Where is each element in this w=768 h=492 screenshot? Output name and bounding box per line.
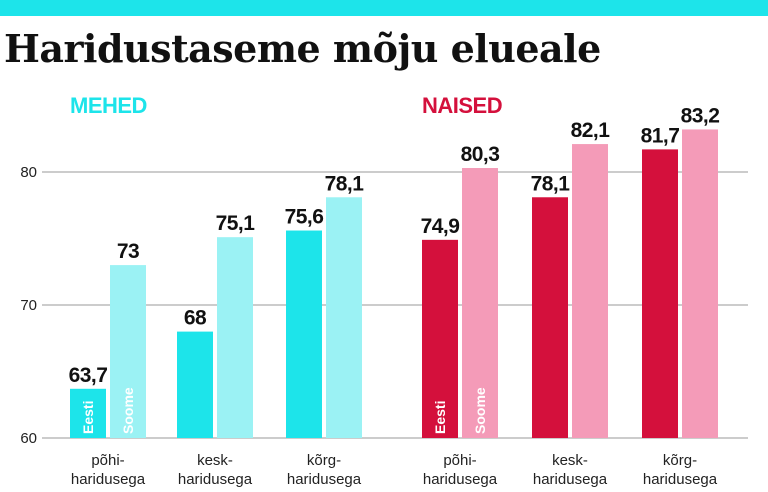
series-label-soome: Soome: [120, 387, 136, 434]
series-label-soome: Soome: [472, 387, 488, 434]
bar-naised-eesti-0: [422, 239, 458, 438]
x-category-label: haridusega: [643, 471, 718, 488]
bar-naised-soome-2: [682, 129, 718, 438]
data-label: 78,1: [325, 172, 365, 195]
bar-mehed-eesti-0: [70, 388, 106, 438]
x-category-label: kõrg-: [663, 452, 697, 469]
series-label-eesti: Eesti: [80, 401, 96, 434]
data-label: 83,2: [681, 104, 720, 127]
bar-naised-eesti-1: [532, 197, 568, 438]
bar-naised-soome-0: [462, 168, 498, 438]
data-label: 68: [184, 307, 207, 330]
data-label: 78,1: [531, 172, 571, 195]
data-label: 63,7: [69, 364, 108, 387]
data-label: 80,3: [461, 143, 500, 166]
bar-mehed-soome-0: [110, 265, 146, 438]
x-category-label: haridusega: [287, 471, 362, 488]
bar-naised-eesti-2: [642, 149, 678, 438]
data-label: 75,6: [285, 206, 324, 229]
x-category-label: põhi-: [91, 452, 124, 469]
x-category-label: haridusega: [533, 471, 608, 488]
x-category-label: kõrg-: [307, 452, 341, 469]
x-category-label: kesk-: [197, 452, 233, 469]
bar-mehed-soome-2: [326, 197, 362, 438]
x-category-label: kesk-: [552, 452, 588, 469]
series-group-label-naised: NAISED: [422, 93, 502, 118]
bar-mehed-soome-1: [217, 237, 253, 438]
data-label: 75,1: [216, 212, 256, 235]
bar-naised-soome-1: [572, 144, 608, 438]
x-category-label: haridusega: [423, 471, 498, 488]
chart-title: Haridustaseme mõju elueale: [4, 26, 601, 71]
x-category-label: põhi-: [443, 452, 476, 469]
y-tick-label: 70: [20, 297, 37, 314]
series-group-label-mehed: MEHED: [70, 93, 147, 118]
top-accent-bar: [0, 0, 768, 16]
y-tick-label: 80: [20, 164, 37, 181]
x-category-label: haridusega: [71, 471, 146, 488]
data-label: 73: [117, 240, 139, 263]
y-tick-label: 60: [20, 430, 37, 447]
data-label: 81,7: [641, 124, 680, 147]
data-label: 82,1: [571, 119, 611, 142]
series-label-eesti: Eesti: [432, 401, 448, 434]
bar-mehed-eesti-2: [286, 230, 322, 438]
x-category-label: haridusega: [178, 471, 253, 488]
bar-mehed-eesti-1: [177, 331, 213, 438]
data-label: 74,9: [421, 215, 460, 238]
